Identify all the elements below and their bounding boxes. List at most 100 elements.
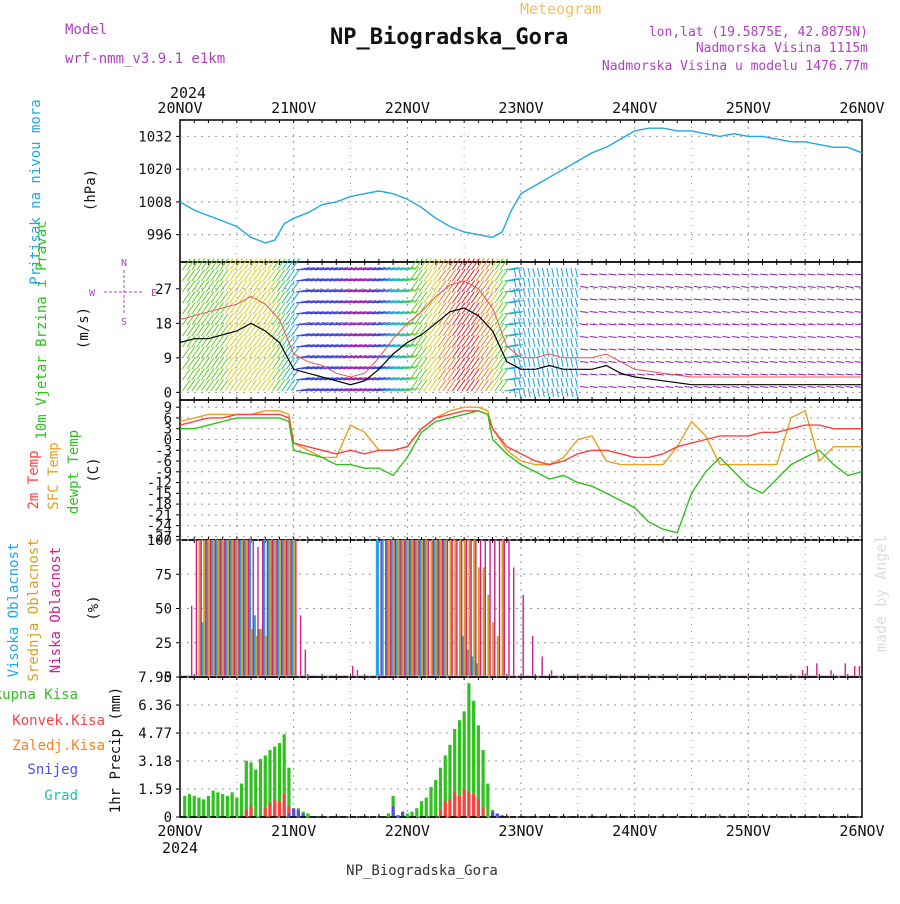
mid-cloud-bar (260, 629, 263, 677)
wind-barb (215, 379, 224, 392)
low-cloud-bar (228, 540, 231, 677)
low-cloud-bar (451, 540, 453, 677)
wind-barb (845, 298, 854, 301)
compass-s: S (121, 317, 127, 328)
wind-barb (300, 311, 315, 315)
wind-barb (414, 280, 423, 293)
wind-barb (352, 278, 367, 282)
wind-barb (357, 333, 372, 337)
wind-barb (409, 280, 419, 293)
wind-barb (376, 388, 391, 392)
mid-cloud-bar (278, 540, 281, 677)
wind-barb (712, 286, 721, 288)
wind-barb (200, 291, 210, 304)
wind-barb (480, 269, 490, 282)
total-precip-bar (249, 762, 253, 817)
wind-barb (314, 344, 329, 348)
wind-barb (305, 344, 320, 348)
wind-barb (243, 368, 253, 381)
wind-barb (565, 357, 569, 368)
wind-barb (314, 366, 329, 370)
wind-barb (371, 300, 386, 304)
wind-barb (854, 373, 863, 376)
wind-barb (703, 386, 712, 388)
wind-barb (390, 388, 405, 392)
wind-barb (537, 377, 541, 388)
wind-barb (286, 368, 296, 381)
wind-barb (565, 347, 569, 358)
wind-barb (257, 335, 267, 348)
high-cloud-bar (262, 540, 266, 677)
wind-barb (532, 267, 536, 278)
wind-barb (191, 258, 201, 271)
wind-barb (376, 300, 391, 304)
wind-barb (329, 311, 344, 315)
wind-barb (437, 258, 447, 271)
wind-barb (224, 313, 234, 326)
wind-barb (779, 323, 788, 326)
wind-barb (243, 269, 253, 282)
wind-barb (461, 280, 471, 293)
wind-barb (414, 357, 423, 370)
mid-cloud-bar (217, 540, 220, 677)
wind-barb (271, 302, 281, 315)
wind-barb (186, 335, 196, 348)
high-cloud-bar (271, 540, 275, 677)
wind-barb (546, 347, 550, 358)
model-label: Model (65, 22, 107, 38)
wind-barb (343, 278, 358, 282)
wind-barb (750, 273, 759, 276)
wind-barb (565, 277, 569, 288)
wind-barb (627, 361, 636, 363)
wind-barb (494, 269, 504, 282)
snow-bar (400, 811, 405, 817)
wind-barb (324, 289, 339, 293)
wind-barb (253, 258, 262, 271)
wind-barb (224, 280, 234, 293)
wind-barb (504, 388, 519, 392)
y-tick-label: 6 (164, 411, 172, 427)
wind-barb (560, 387, 564, 398)
wind-barb (731, 273, 740, 276)
wind-barb (181, 313, 191, 326)
wind-barb (655, 336, 665, 338)
wind-barb (418, 368, 428, 381)
chart-kind: Meteogram (520, 0, 601, 18)
wind-barb (366, 344, 381, 348)
wind-barb (750, 348, 759, 351)
wind-barb (565, 377, 569, 388)
wind-barb (674, 348, 683, 351)
wind-barb (205, 280, 215, 293)
wind-barb (286, 302, 296, 315)
wind-barb (181, 291, 191, 304)
wind-barb (532, 307, 536, 318)
wind-barb (712, 273, 721, 276)
wind-barb (248, 346, 258, 359)
total-precip-bar (424, 797, 428, 817)
mid-cloud-bar (430, 540, 433, 677)
wind-barb (565, 307, 569, 318)
wind-barb (219, 313, 229, 326)
low-cloud-bar (304, 649, 307, 677)
wind-barb (461, 291, 471, 304)
mid-cloud-bar (406, 540, 409, 677)
wind-barb (655, 311, 665, 313)
wind-barb (210, 258, 220, 271)
total-precip-bar (472, 700, 476, 817)
wind-barb (627, 298, 636, 301)
wind-barb (196, 324, 206, 337)
wind-barb (580, 336, 589, 338)
high-cloud-bar (200, 622, 204, 677)
wind-barb (513, 287, 517, 298)
wind-barb (636, 386, 646, 388)
wind-barb (636, 298, 646, 301)
wind-barb (248, 302, 258, 315)
wind-barb (210, 302, 220, 315)
wind-barb (338, 278, 353, 282)
wind-barb (290, 335, 300, 348)
precip-legend-label: Grad (44, 788, 78, 804)
mid-cloud-bar (501, 540, 504, 677)
wind-barb (589, 386, 598, 388)
wind-barb (608, 286, 617, 288)
wind-barb (546, 317, 550, 328)
